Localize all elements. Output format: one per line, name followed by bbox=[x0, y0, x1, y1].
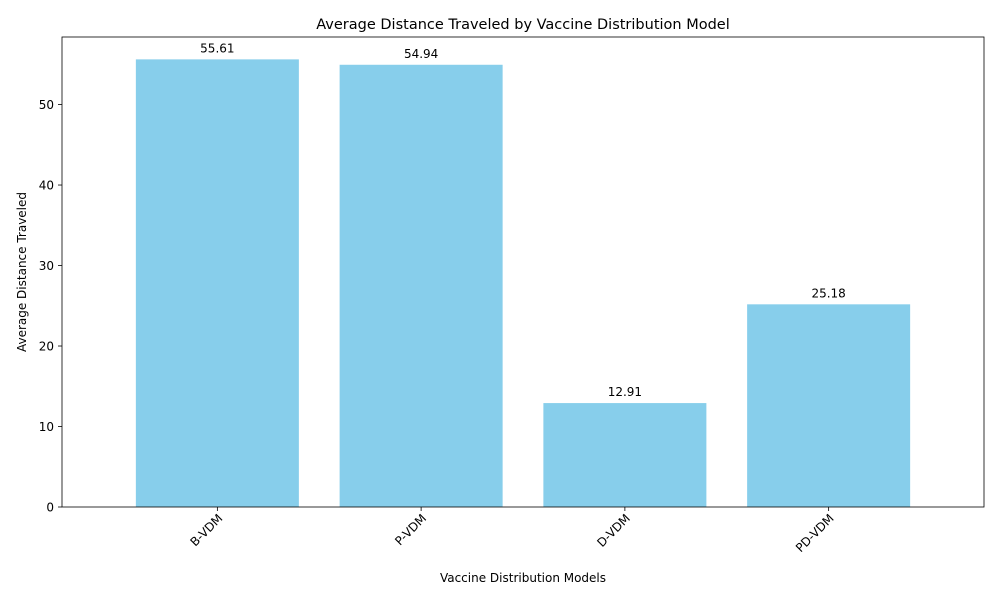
bar bbox=[339, 64, 503, 507]
x-tick-label: D-VDM bbox=[594, 511, 633, 550]
axes-frame bbox=[61, 36, 985, 508]
y-axis-label: Average Distance Traveled bbox=[15, 192, 29, 352]
y-tick-label: 40 bbox=[39, 179, 54, 193]
y-tick-label: 30 bbox=[39, 259, 54, 273]
data-label: 12.91 bbox=[608, 385, 642, 399]
y-tick-label: 10 bbox=[39, 420, 54, 434]
data-label: 25.18 bbox=[811, 286, 845, 300]
plot-area: 55.61 54.94 12.91 25.18 0 10 20 30 40 50 B-VDM P-VD… bbox=[39, 36, 985, 555]
x-tick-label: P-VDM bbox=[392, 511, 429, 548]
bar bbox=[135, 59, 299, 507]
bar bbox=[543, 403, 707, 507]
x-tick-label: B-VDM bbox=[188, 511, 226, 549]
y-tick-label: 0 bbox=[46, 501, 54, 515]
data-label: 54.94 bbox=[404, 47, 438, 61]
data-label: 55.61 bbox=[200, 41, 234, 55]
bar bbox=[747, 304, 911, 507]
x-tick-label: PD-VDM bbox=[793, 511, 837, 555]
y-tick-label: 20 bbox=[39, 340, 54, 354]
x-axis-label: Vaccine Distribution Models bbox=[440, 571, 606, 585]
y-tick-label: 50 bbox=[39, 98, 54, 112]
chart-title: Average Distance Traveled by Vaccine Dis… bbox=[316, 17, 730, 33]
